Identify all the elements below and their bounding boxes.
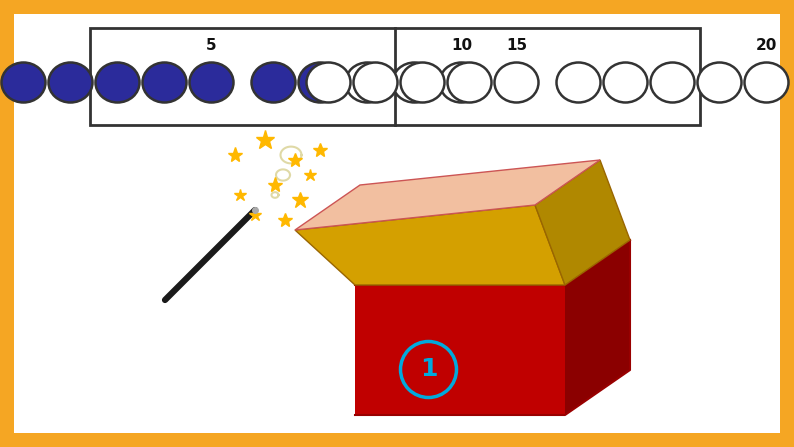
Ellipse shape	[306, 63, 350, 102]
Polygon shape	[565, 240, 630, 415]
Ellipse shape	[48, 63, 92, 102]
Polygon shape	[535, 160, 630, 285]
Ellipse shape	[252, 63, 295, 102]
Ellipse shape	[495, 63, 538, 102]
Ellipse shape	[400, 63, 445, 102]
Ellipse shape	[142, 63, 187, 102]
Ellipse shape	[299, 63, 342, 102]
Ellipse shape	[745, 63, 788, 102]
Polygon shape	[295, 205, 565, 285]
FancyBboxPatch shape	[14, 14, 780, 433]
Ellipse shape	[650, 63, 695, 102]
Text: 1: 1	[420, 358, 437, 381]
Polygon shape	[295, 160, 600, 230]
Ellipse shape	[697, 63, 742, 102]
Ellipse shape	[440, 63, 484, 102]
Ellipse shape	[603, 63, 647, 102]
Ellipse shape	[392, 63, 437, 102]
Text: 15: 15	[506, 38, 527, 54]
Ellipse shape	[353, 63, 398, 102]
FancyBboxPatch shape	[90, 28, 700, 125]
Text: 20: 20	[756, 38, 777, 54]
Polygon shape	[355, 285, 565, 415]
Ellipse shape	[2, 63, 45, 102]
Ellipse shape	[345, 63, 390, 102]
Ellipse shape	[448, 63, 491, 102]
Ellipse shape	[190, 63, 233, 102]
Text: 10: 10	[451, 38, 472, 54]
Ellipse shape	[95, 63, 140, 102]
Ellipse shape	[557, 63, 600, 102]
Text: 5: 5	[206, 38, 217, 54]
